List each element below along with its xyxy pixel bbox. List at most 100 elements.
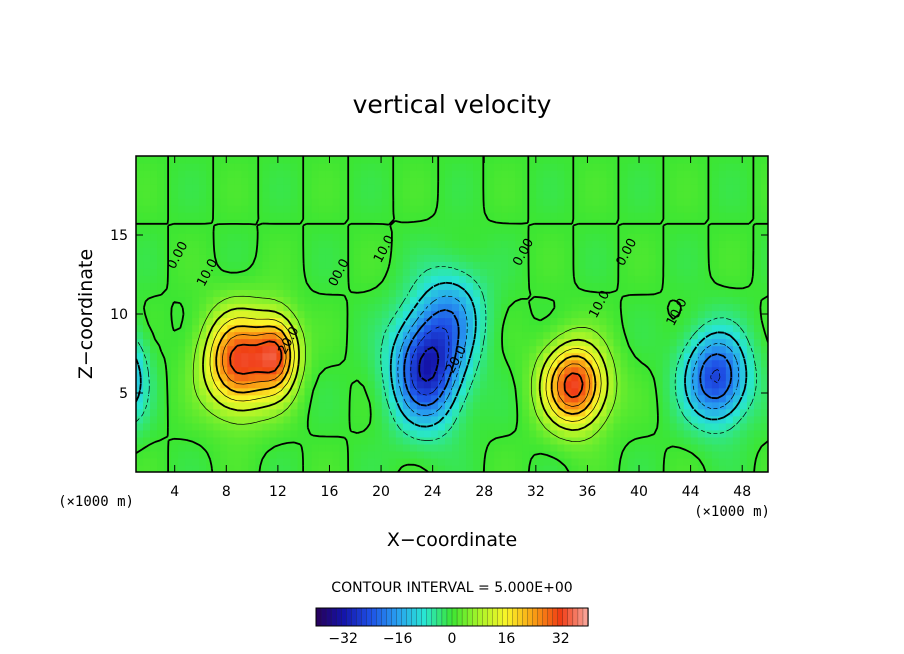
- heatmap-cell: [402, 254, 411, 262]
- heatmap-cell: [185, 254, 193, 262]
- heatmap-cell: [746, 443, 755, 452]
- heatmap-cell: [480, 450, 488, 459]
- heatmap-cell: [388, 457, 397, 466]
- heatmap-cell: [241, 352, 249, 361]
- heatmap-cell: [515, 156, 523, 164]
- heatmap-cell: [220, 212, 228, 220]
- heatmap-cell: [725, 457, 734, 466]
- heatmap-cell: [529, 352, 537, 361]
- heatmap-cell: [157, 303, 165, 312]
- heatmap-cell: [718, 289, 727, 298]
- heatmap-cell: [213, 303, 221, 312]
- heatmap-cell: [592, 415, 601, 424]
- heatmap-cell: [543, 261, 551, 269]
- heatmap-cell: [409, 177, 418, 185]
- heatmap-cell: [304, 310, 313, 319]
- heatmap-cell: [578, 177, 587, 185]
- heatmap-cell: [199, 198, 207, 206]
- heatmap-cell: [466, 436, 474, 445]
- heatmap-cell: [739, 310, 748, 319]
- heatmap-cell: [311, 226, 320, 234]
- heatmap-cell: [255, 226, 263, 234]
- heatmap-cell: [437, 310, 446, 319]
- heatmap-cell: [676, 184, 685, 192]
- heatmap-cell: [459, 289, 467, 298]
- heatmap-cell: [388, 401, 397, 410]
- heatmap-cell: [655, 352, 664, 361]
- heatmap-cell: [592, 373, 601, 382]
- heatmap-cell: [515, 394, 523, 403]
- heatmap-cell: [473, 191, 481, 199]
- heatmap-cell: [318, 429, 327, 438]
- heatmap-cell: [669, 226, 678, 234]
- heatmap-cell: [599, 205, 608, 213]
- heatmap-cell: [290, 436, 299, 445]
- heatmap-cell: [416, 219, 425, 227]
- heatmap-cell: [136, 457, 144, 466]
- heatmap-cell: [683, 310, 692, 319]
- heatmap-cell: [613, 240, 622, 248]
- heatmap-cell: [697, 226, 706, 234]
- heatmap-cell: [613, 191, 622, 199]
- heatmap-cell: [206, 163, 214, 171]
- heatmap-cell: [353, 394, 362, 403]
- heatmap-cell: [437, 443, 446, 452]
- heatmap-cell: [704, 401, 713, 410]
- heatmap-cell: [732, 345, 741, 354]
- heatmap-cell: [325, 436, 334, 445]
- heatmap-cell: [283, 436, 292, 445]
- heatmap-cell: [459, 233, 467, 241]
- heatmap-cell: [430, 401, 439, 410]
- heatmap-cell: [325, 177, 334, 185]
- heatmap-cell: [374, 212, 383, 220]
- heatmap-cell: [339, 156, 348, 164]
- heatmap-cell: [444, 191, 453, 199]
- heatmap-cell: [444, 408, 453, 417]
- heatmap-cell: [206, 464, 214, 472]
- heatmap-cell: [753, 205, 762, 213]
- heatmap-cell: [592, 163, 601, 171]
- heatmap-cell: [367, 429, 376, 438]
- heatmap-cell: [648, 184, 657, 192]
- heatmap-cell: [437, 303, 446, 312]
- heatmap-cell: [592, 338, 601, 347]
- heatmap-cell: [466, 191, 474, 199]
- heatmap-cell: [718, 422, 727, 431]
- heatmap-cell: [641, 233, 650, 241]
- heatmap-cell: [669, 366, 678, 375]
- heatmap-cell: [704, 394, 713, 403]
- heatmap-cell: [487, 394, 495, 403]
- heatmap-cell: [136, 198, 144, 206]
- heatmap-cell: [466, 198, 474, 206]
- heatmap-cell: [725, 352, 734, 361]
- heatmap-cell: [613, 373, 622, 382]
- contour-line: [202, 307, 609, 431]
- heatmap-cell: [627, 464, 636, 472]
- heatmap-cell: [276, 268, 285, 276]
- heatmap-cell: [683, 205, 692, 213]
- heatmap-cell: [381, 457, 390, 466]
- heatmap-cell: [669, 247, 678, 255]
- heatmap-cell: [592, 254, 601, 262]
- heatmap-cell: [339, 324, 348, 333]
- colorbar-cell: [487, 607, 493, 627]
- heatmap-cell: [444, 415, 453, 424]
- heatmap-cell: [697, 359, 706, 368]
- heatmap-cell: [683, 429, 692, 438]
- heatmap-cell: [262, 240, 271, 248]
- heatmap-cell: [220, 289, 228, 298]
- heatmap-cell: [269, 394, 278, 403]
- heatmap-cell: [164, 289, 172, 298]
- heatmap-cell: [283, 387, 292, 396]
- heatmap-cell: [262, 450, 271, 459]
- heatmap-cell: [725, 184, 734, 192]
- heatmap-cell: [346, 359, 355, 368]
- heatmap-cell: [690, 436, 699, 445]
- heatmap-cell: [529, 401, 537, 410]
- heatmap-cell: [480, 352, 488, 361]
- heatmap-cell: [318, 261, 327, 269]
- heatmap-cell: [683, 345, 692, 354]
- heatmap-cell: [494, 226, 502, 234]
- heatmap-cell: [697, 373, 706, 382]
- heatmap-cell: [297, 163, 306, 171]
